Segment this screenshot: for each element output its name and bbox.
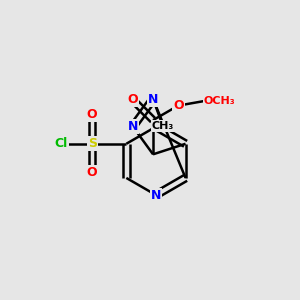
Text: O: O [173,99,184,112]
Text: S: S [88,137,97,150]
Text: O: O [87,166,98,179]
Text: O: O [87,108,98,121]
Text: O: O [127,93,138,106]
Text: OCH₃: OCH₃ [203,96,235,106]
Text: Cl: Cl [55,137,68,150]
Text: N: N [128,120,138,133]
Text: CH₃: CH₃ [152,121,174,131]
Text: N: N [148,92,158,106]
Text: N: N [151,188,161,202]
